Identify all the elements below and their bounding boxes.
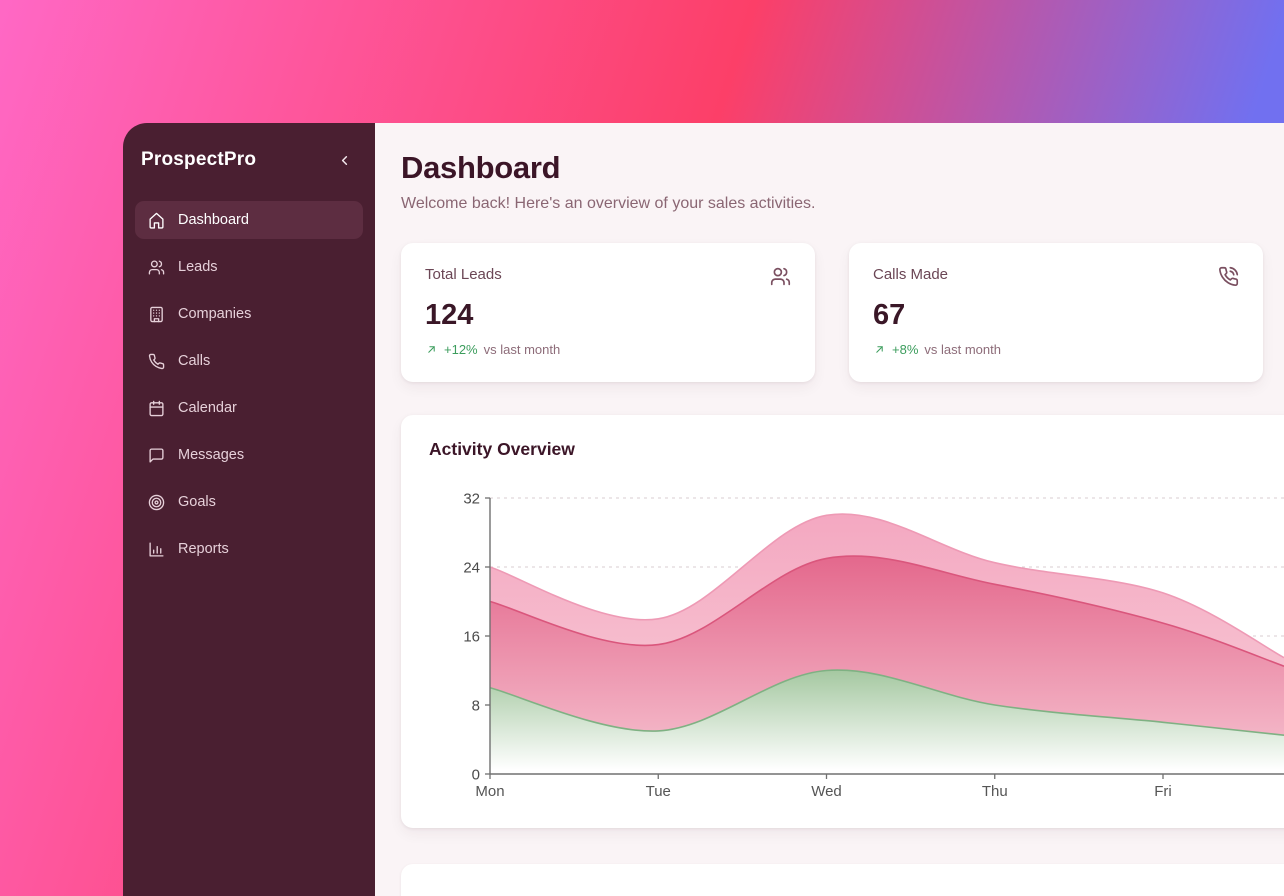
- sidebar-item-label: Calls: [178, 353, 211, 369]
- main-content: Dashboard Welcome back! Here's an overvi…: [375, 123, 1284, 896]
- message-square-icon: [149, 447, 164, 463]
- x-tick-label: Mon: [475, 783, 504, 800]
- sidebar-item-messages[interactable]: Messages: [135, 436, 363, 474]
- stat-trend: +8% vs last month: [873, 342, 1239, 357]
- target-icon: [148, 494, 165, 511]
- calendar-icon: [149, 400, 164, 416]
- page-subtitle: Welcome back! Here's an overview of your…: [401, 195, 816, 212]
- trend-suffix: vs last month: [483, 342, 561, 357]
- stat-card-header: Total Leads: [425, 266, 791, 292]
- sidebar-item-label: Companies: [178, 306, 252, 322]
- y-tick-label: 24: [463, 559, 480, 576]
- x-tick-label: Thu: [982, 783, 1008, 800]
- trend-up-icon: [425, 343, 438, 356]
- home-icon: [148, 212, 165, 229]
- building-icon: [150, 306, 163, 322]
- x-tick-label: Wed: [811, 783, 842, 800]
- trend-suffix: vs last month: [924, 342, 1001, 357]
- home-icon: [149, 212, 164, 229]
- stat-label: Calls Made: [873, 266, 949, 283]
- chart-title: Activity Overview: [429, 439, 575, 459]
- bar-chart-icon: [148, 541, 165, 558]
- phone-call-icon: [1218, 266, 1239, 292]
- message-square-icon: [148, 447, 165, 464]
- calendar-icon: [148, 400, 165, 417]
- bar-chart-icon: [149, 541, 164, 557]
- y-tick-label: 16: [463, 628, 480, 645]
- app-window: ProspectPro Dashboard Leads Companies Ca…: [123, 123, 1284, 896]
- sidebar-collapse-button[interactable]: [333, 149, 355, 171]
- activity-chart: 0 8 16 24 32 Mon Tue Wed Thu Fri: [429, 474, 1284, 806]
- target-icon: [148, 494, 165, 510]
- sidebar-item-label: Goals: [178, 494, 216, 510]
- y-tick-label: 32: [463, 490, 480, 507]
- activity-overview-card: Activity Overview 0 8 16 24 32 Mon Tue Wed Thu Fr…: [401, 415, 1284, 828]
- x-tick-label: Tue: [646, 783, 671, 800]
- sidebar-item-label: Reports: [178, 541, 229, 557]
- stat-card-header: Calls Made: [873, 266, 1239, 292]
- series-2-rose-line: [489, 555, 1284, 667]
- page-title: Dashboard: [401, 150, 561, 185]
- series-3-green-area: [490, 670, 1284, 774]
- users-icon: [148, 259, 165, 275]
- sidebar: ProspectPro Dashboard Leads Companies Ca…: [123, 123, 375, 896]
- sidebar-header: ProspectPro: [135, 149, 363, 171]
- stat-value: 124: [425, 299, 474, 331]
- phone-call-icon: [1219, 266, 1239, 287]
- trend-percent: +8%: [892, 342, 919, 357]
- sidebar-item-label: Calendar: [178, 400, 237, 416]
- sidebar-item-dashboard[interactable]: Dashboard: [135, 201, 363, 239]
- app-logo: ProspectPro: [141, 149, 257, 170]
- users-icon: [770, 267, 791, 286]
- series-3-green-line: [489, 669, 1284, 736]
- building-icon: [148, 306, 165, 323]
- sidebar-item-label: Messages: [178, 447, 245, 463]
- sidebar-item-companies[interactable]: Companies: [135, 295, 363, 333]
- trend-percent: +12%: [444, 342, 478, 357]
- sidebar-item-reports[interactable]: Reports: [135, 530, 363, 568]
- stat-card-total-leads: Total Leads 124 +12% vs last month: [401, 243, 815, 382]
- stat-card-calls-made: Calls Made 67 +8% vs last month: [849, 243, 1263, 382]
- users-icon: [148, 259, 165, 276]
- chevron-left-icon: [341, 155, 347, 165]
- stat-label: Total Leads: [425, 266, 502, 283]
- sidebar-item-label: Dashboard: [178, 212, 249, 228]
- stat-value: 67: [873, 299, 906, 331]
- sidebar-item-leads[interactable]: Leads: [135, 248, 363, 286]
- sidebar-item-goals[interactable]: Goals: [135, 483, 363, 521]
- x-tick-label: Fri: [1154, 783, 1172, 800]
- phone-icon: [148, 353, 165, 370]
- users-icon: [770, 266, 791, 292]
- sidebar-item-calls[interactable]: Calls: [135, 342, 363, 380]
- sidebar-item-label: Leads: [178, 259, 218, 275]
- series-1-light-pink-line: [489, 513, 1284, 659]
- stat-trend: +12% vs last month: [425, 342, 791, 357]
- trend-up-icon: [873, 343, 886, 356]
- trend-up-icon: [876, 346, 883, 353]
- sidebar-item-calendar[interactable]: Calendar: [135, 389, 363, 427]
- trend-up-icon: [428, 346, 435, 353]
- partial-bottom-card: [401, 864, 1284, 896]
- y-tick-label: 8: [472, 697, 480, 714]
- stat-cards-row: Total Leads 124 +12% vs last month Calls…: [401, 243, 1284, 382]
- phone-icon: [148, 353, 165, 369]
- sidebar-nav: Dashboard Leads Companies Calls Calendar…: [135, 201, 363, 568]
- y-tick-label: 0: [472, 766, 480, 783]
- activity-chart-svg: 0 8 16 24 32 Mon Tue Wed Thu Fri: [463, 490, 1284, 800]
